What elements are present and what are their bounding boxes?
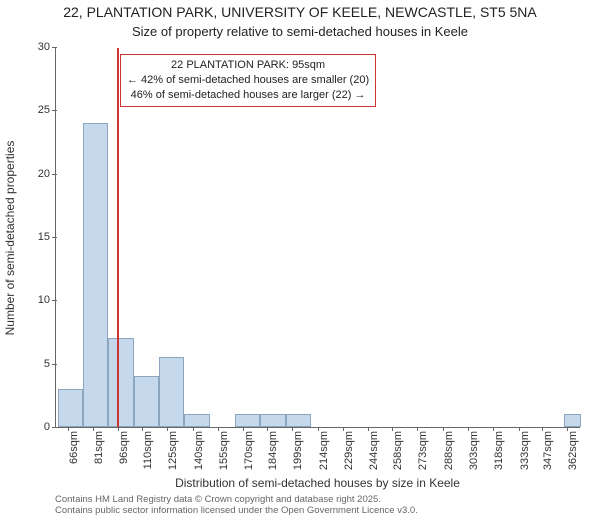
x-tick-label: 303sqm	[468, 431, 480, 470]
x-tick-label: 170sqm	[243, 431, 255, 470]
x-tick-label: 110sqm	[142, 431, 154, 469]
annotation-box: 22 PLANTATION PARK: 95sqm← 42% of semi-d…	[120, 54, 376, 107]
x-tick-label: 155sqm	[218, 431, 230, 470]
x-tick-label: 333sqm	[519, 431, 531, 470]
x-tick-label: 318sqm	[493, 431, 505, 470]
histogram-bar	[235, 414, 260, 427]
x-tick-label: 214sqm	[318, 431, 330, 470]
histogram-bar	[58, 389, 83, 427]
histogram-bar	[159, 357, 184, 427]
histogram-bar	[83, 123, 108, 427]
y-tick-label: 10	[38, 294, 56, 306]
x-tick-label: 347sqm	[542, 431, 554, 470]
x-tick-label: 66sqm	[68, 431, 80, 464]
chart-subtitle: Size of property relative to semi-detach…	[0, 24, 600, 39]
x-tick-label: 96sqm	[118, 431, 130, 464]
x-tick-label: 273sqm	[417, 431, 429, 470]
x-tick-label: 362sqm	[567, 431, 579, 470]
x-tick-label: 140sqm	[193, 431, 205, 470]
x-axis-label: Distribution of semi-detached houses by …	[55, 476, 580, 490]
x-tick-label: 229sqm	[343, 431, 355, 470]
x-tick-label: 125sqm	[167, 431, 179, 470]
x-tick-label: 199sqm	[292, 431, 304, 470]
y-tick-label: 25	[38, 104, 56, 116]
plot-area: 22 PLANTATION PARK: 95sqm← 42% of semi-d…	[55, 48, 580, 428]
x-tick-label: 258sqm	[392, 431, 404, 470]
annotation-line: 22 PLANTATION PARK: 95sqm	[127, 58, 369, 73]
histogram-bar	[108, 338, 133, 427]
histogram-bar	[134, 376, 159, 427]
annotation-line: ← 42% of semi-detached houses are smalle…	[127, 73, 369, 88]
histogram-bar	[564, 414, 581, 427]
y-tick-label: 0	[44, 421, 56, 433]
footer-attribution: Contains HM Land Registry data © Crown c…	[55, 494, 590, 517]
x-tick-label: 244sqm	[368, 431, 380, 470]
histogram-bar	[286, 414, 311, 427]
y-tick-label: 15	[38, 231, 56, 243]
x-tick-label: 81sqm	[93, 431, 105, 464]
y-tick-label: 5	[44, 358, 56, 370]
footer-line-2: Contains public sector information licen…	[55, 505, 590, 516]
x-tick-label: 184sqm	[267, 431, 279, 470]
histogram-bar	[260, 414, 285, 427]
y-axis-label: Number of semi-detached properties	[3, 141, 17, 336]
chart-title: 22, PLANTATION PARK, UNIVERSITY OF KEELE…	[0, 4, 600, 20]
reference-line	[117, 48, 119, 427]
x-tick-label: 288sqm	[443, 431, 455, 470]
y-tick-label: 20	[38, 168, 56, 180]
y-tick-label: 30	[38, 41, 56, 53]
chart-container: 22, PLANTATION PARK, UNIVERSITY OF KEELE…	[0, 0, 600, 500]
annotation-line: 46% of semi-detached houses are larger (…	[127, 88, 369, 103]
histogram-bar	[184, 414, 209, 427]
